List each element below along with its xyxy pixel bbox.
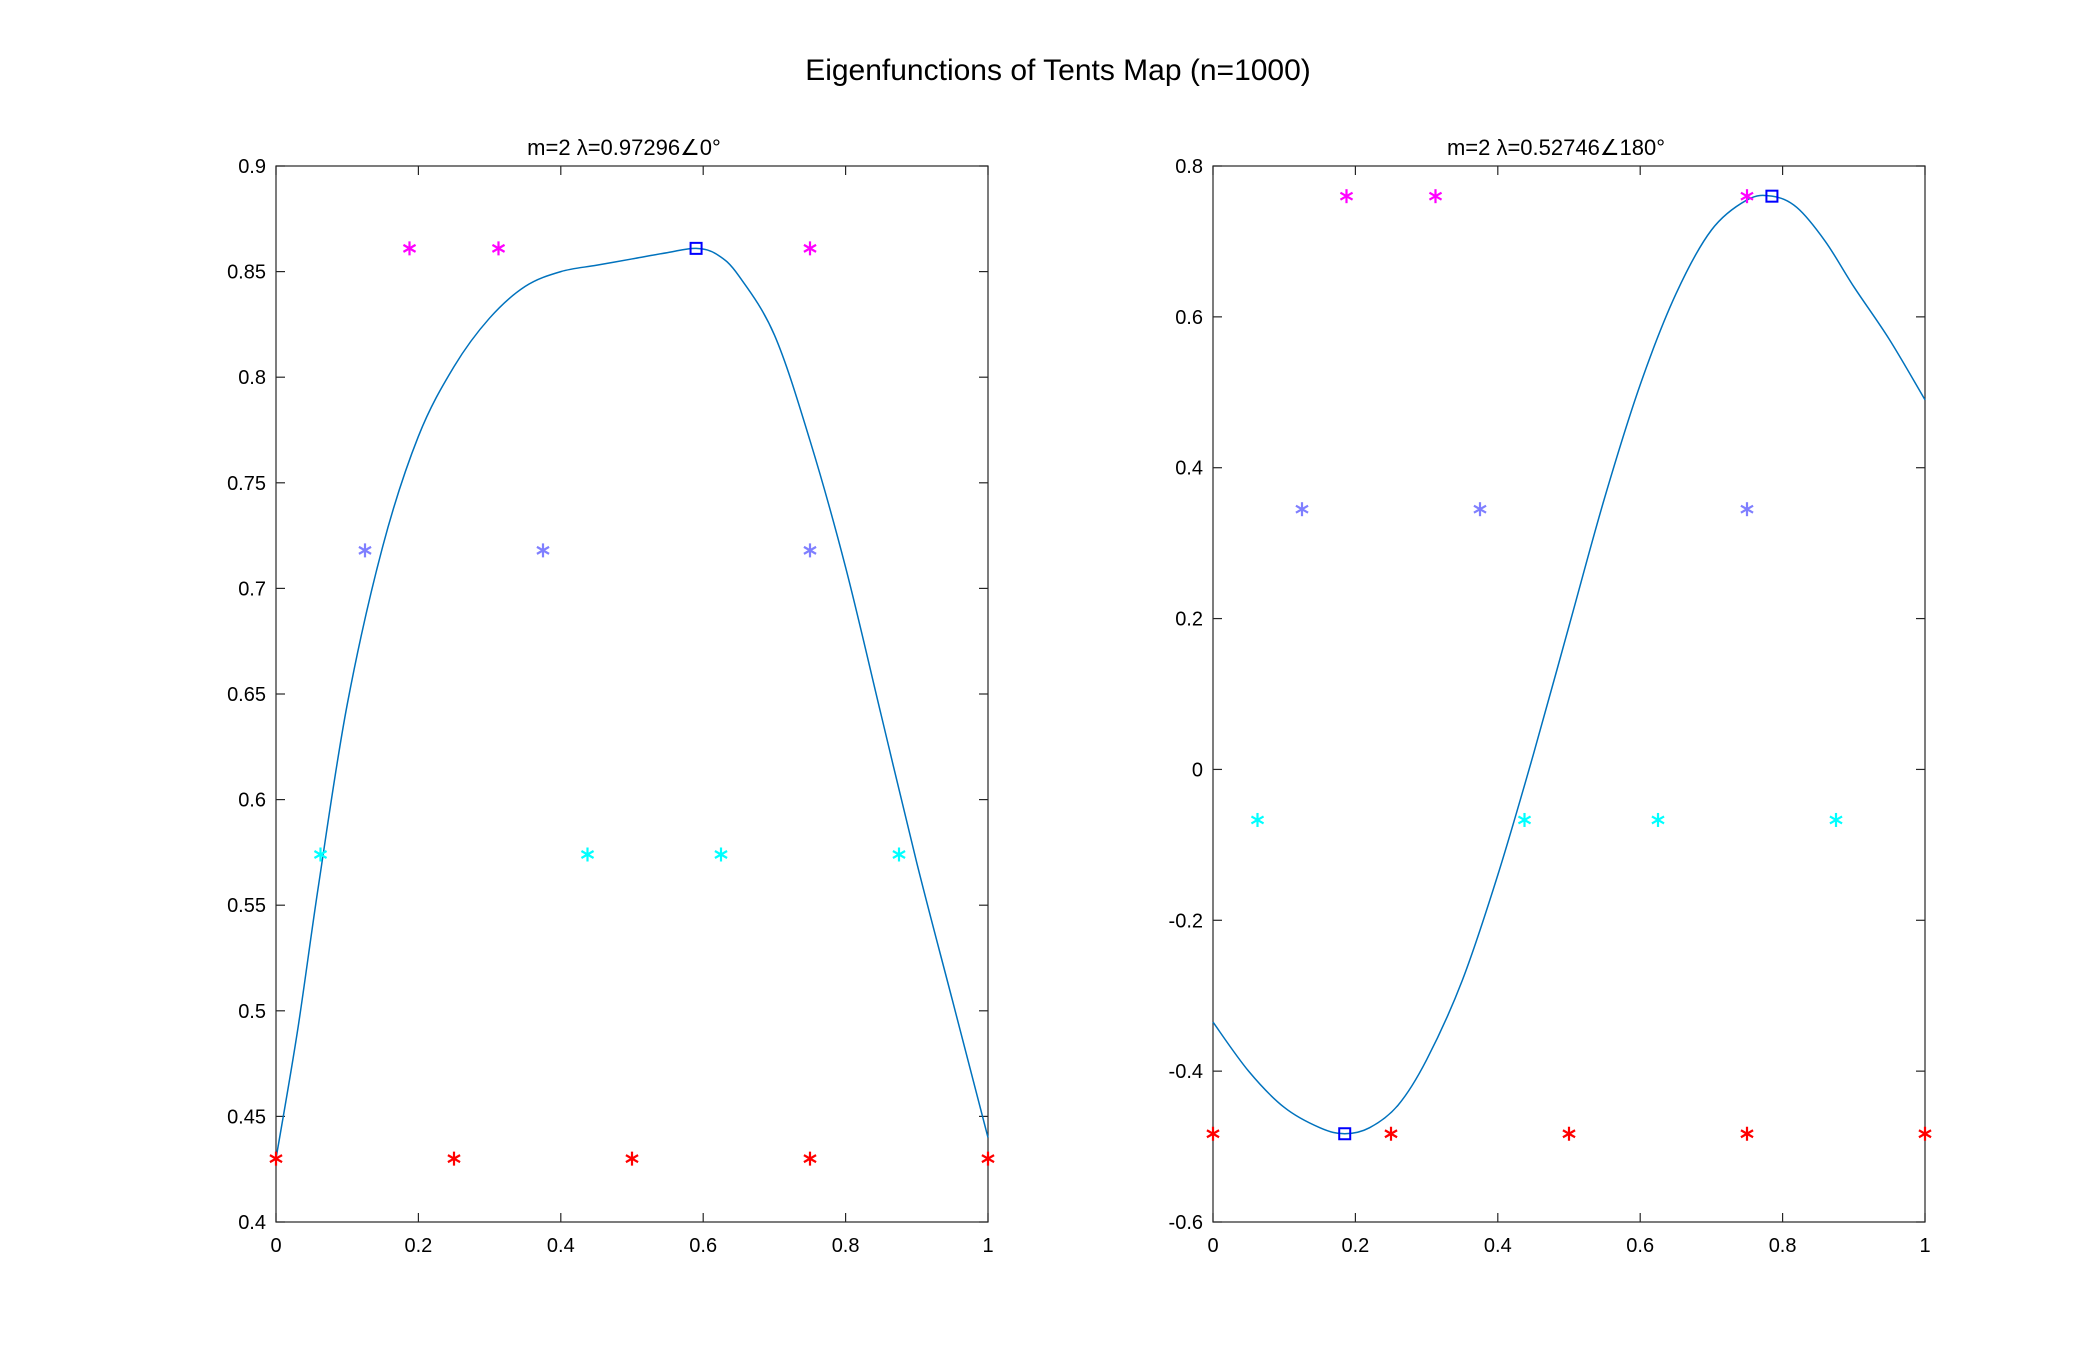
left-star-marker [981,1151,995,1166]
left-ytick-label: 0.45 [227,1106,266,1128]
left-xtick-label: 0.2 [404,1235,432,1257]
left-ytick-label: 0.9 [238,156,266,178]
left-xtick-label: 0.8 [832,1235,860,1257]
left-star-marker [625,1151,639,1166]
right-extremum-marker [1338,1127,1352,1141]
left-star-marker [803,1151,817,1166]
right-xtick-label: 0.8 [1769,1235,1797,1257]
right-axes-box [1212,165,1926,1223]
left-ytick-label: 0.65 [227,684,266,706]
right-star-marker [1428,189,1443,204]
right-ytick-label: 0.8 [1175,156,1203,178]
right-star-marker [1740,1126,1754,1141]
left-star-marker [892,847,906,862]
right-ytick-label: -0.4 [1169,1061,1203,1083]
right-star-marker [1339,189,1354,204]
left-ytick-label: 0.55 [227,895,266,917]
right-eigenfunction-line [1212,194,1926,1135]
right-xtick-label: 0.2 [1341,1235,1369,1257]
left-star-marker [580,847,595,862]
figure-title: Eigenfunctions of Tents Map (n=1000) [805,54,1311,87]
left-ytick-label: 0.75 [227,473,266,495]
left-ytick-label: 0.8 [238,367,266,389]
left-ytick-label: 0.4 [238,1212,266,1234]
left-xtick-label: 0 [270,1235,281,1257]
left-star-marker [491,241,506,256]
right-xtick-label: 0 [1207,1235,1218,1257]
right-xtick-label: 1 [1919,1235,1930,1257]
left-star-marker [313,847,328,862]
right-ytick-label: 0 [1192,759,1203,781]
right-star-marker [1918,1126,1932,1141]
left-subplot: m=2 λ=0.97296∠0° 0 0.2 0.4 0.6 0.8 1 0.4 0.45 0.… [227,135,995,1257]
left-ytick-label: 0.7 [238,578,266,600]
right-star-marker [1562,1126,1576,1141]
left-star-marker [402,241,417,256]
left-star-marker [803,543,817,558]
right-star-marker [1829,812,1843,827]
right-star-marker [1206,1126,1220,1141]
left-ytick-label: 0.6 [238,790,266,812]
left-star-marker [714,847,728,862]
right-star-marker [1295,502,1309,517]
right-ytick-label: -0.2 [1169,910,1203,932]
left-ytick-label: 0.85 [227,262,266,284]
right-xtick-label: 0.4 [1484,1235,1512,1257]
right-ytick-label: 0.6 [1175,307,1203,329]
right-star-marker [1384,1126,1398,1141]
right-ytick-label: 0.2 [1175,609,1203,631]
right-star-marker [1651,812,1665,827]
right-xtick-label: 0.6 [1626,1235,1654,1257]
left-star-marker [447,1151,461,1166]
right-star-marker [1517,812,1532,827]
right-star-marker [1740,189,1754,204]
left-xtick-label: 1 [982,1235,993,1257]
left-extremum-marker [689,241,703,255]
left-star-marker [803,241,817,256]
left-subplot-title: m=2 λ=0.97296∠0° [527,135,721,160]
right-star-marker [1250,812,1265,827]
right-subplot: m=2 λ=0.52746∠180° 0 0.2 0.4 0.6 0.8 1 -0.6 -0.… [1169,135,1932,1257]
right-ytick-label: 0.4 [1175,458,1203,480]
left-eigenfunction-line [275,247,989,1159]
left-ytick-label: 0.5 [238,1001,266,1023]
right-extremum-marker [1765,189,1779,203]
left-xtick-label: 0.4 [547,1235,575,1257]
left-star-marker [358,543,372,558]
right-ytick-label: -0.6 [1169,1212,1203,1234]
left-axes-box [275,165,989,1223]
left-xtick-label: 0.6 [689,1235,717,1257]
right-star-marker [1740,502,1754,517]
left-star-marker [269,1151,283,1166]
right-subplot-title: m=2 λ=0.52746∠180° [1447,135,1665,160]
right-star-marker [1473,502,1487,517]
left-star-marker [536,543,550,558]
